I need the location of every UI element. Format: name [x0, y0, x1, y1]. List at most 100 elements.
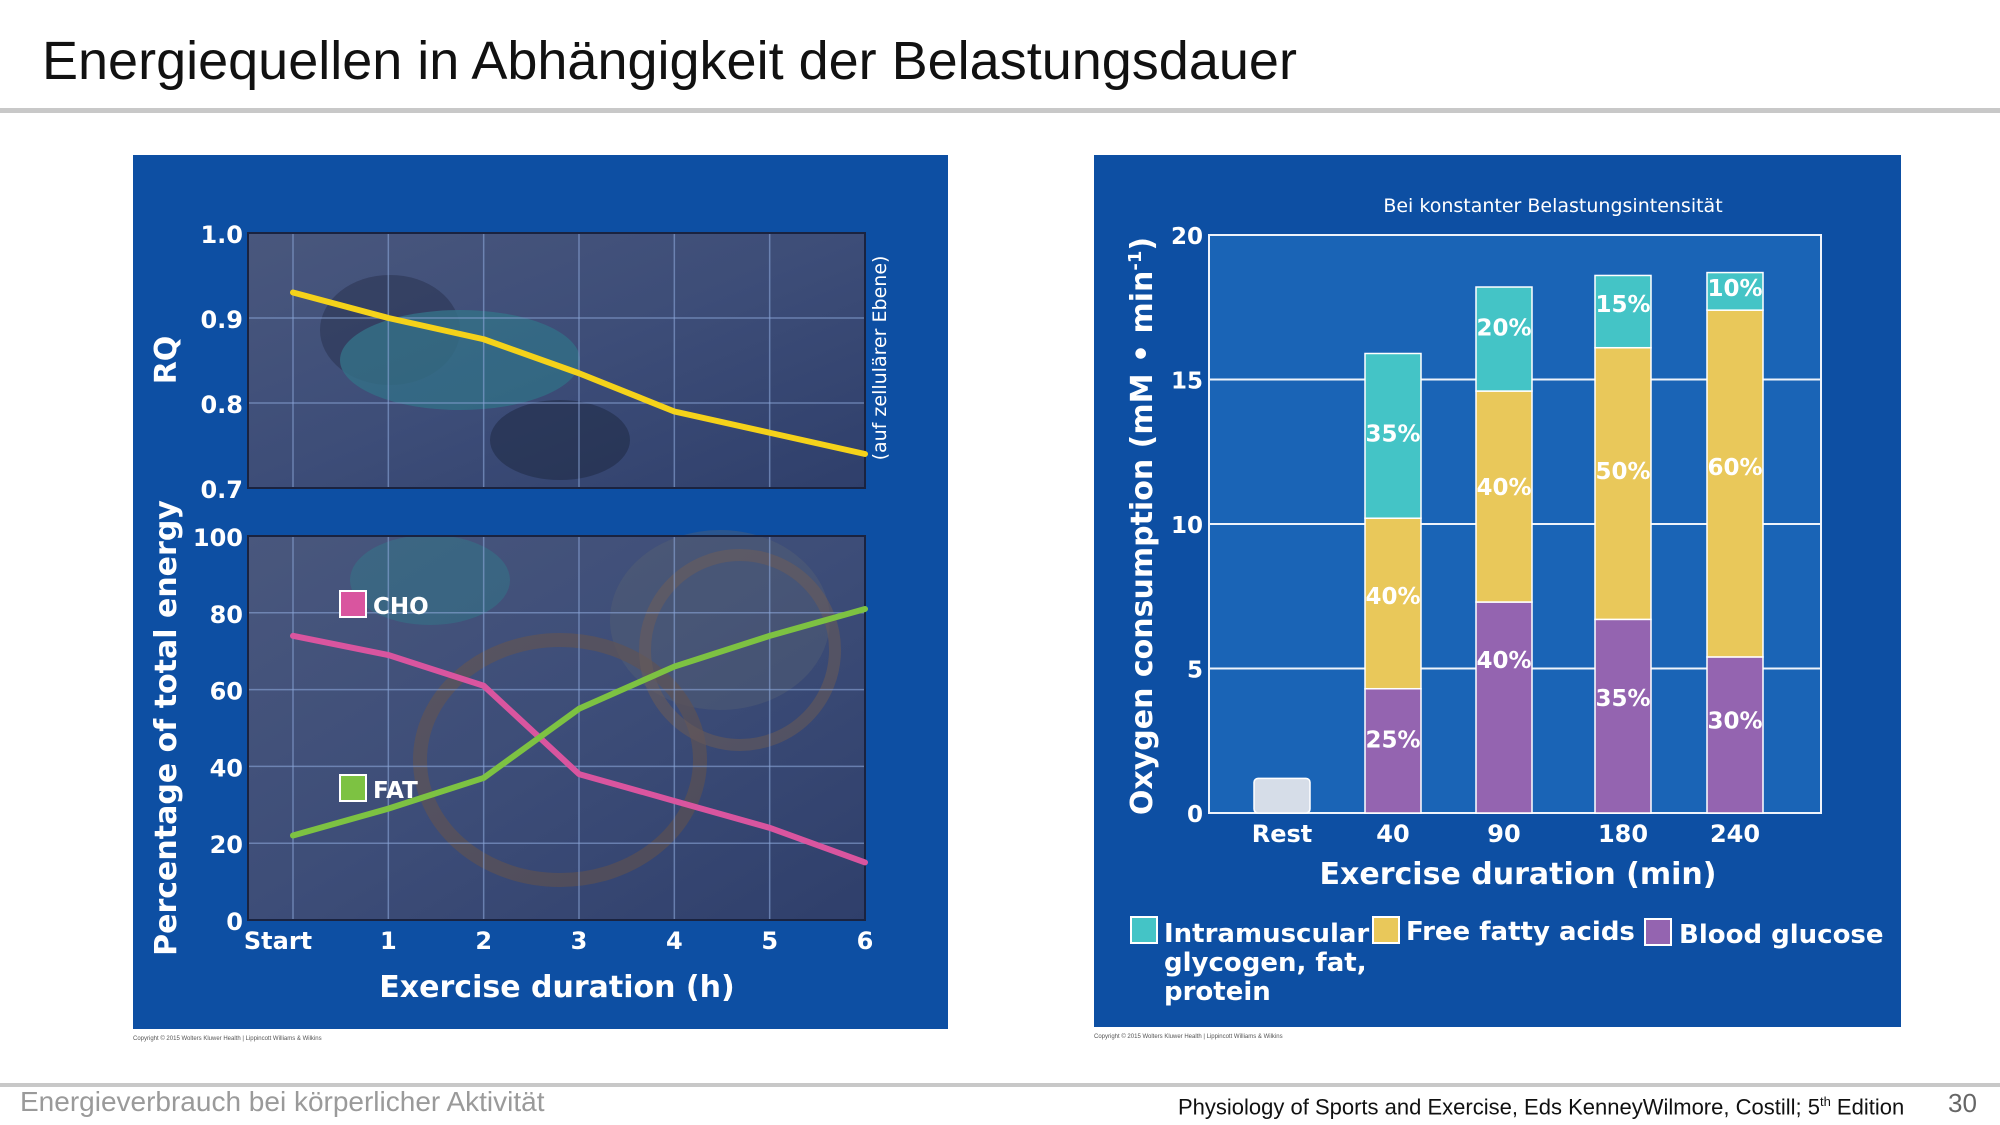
left-figure: 1.0 0.9 0.8 0.7 100 80 60 40 20 0 Start 1 2 3 4 5 6 RQ… [133, 155, 948, 1029]
footer-reference: Physiology of Sports and Exercise, Eds K… [1178, 1094, 1904, 1120]
legend-label-intramuscular-2: glycogen, fat, [1164, 948, 1367, 978]
bar-segment-label: 60% [1707, 455, 1762, 481]
bar-x-tick-label: 180 [1598, 820, 1648, 848]
bar-y-axis-label-sup: -1 [1125, 251, 1146, 271]
bar-y-tick-label: 15 [1171, 369, 1203, 395]
energy-y-ticks: 100 80 60 40 20 0 [193, 524, 243, 936]
legend-glucose: Blood glucose [1644, 918, 1884, 950]
rq-y-tick-label: 0.7 [200, 476, 243, 504]
bar-y-ticks: 20 15 10 5 0 [1171, 224, 1203, 828]
rq-y-tick-label: 0.8 [200, 391, 243, 419]
energy-x-axis-label: Exercise duration (h) [379, 970, 734, 1005]
title-divider [0, 108, 2000, 113]
legend-label-ffa: Free fatty acids [1406, 917, 1635, 947]
legend-label-intramuscular-1: Intramuscular [1164, 919, 1369, 949]
energy-x-tick-label: 2 [475, 927, 492, 955]
bar-x-axis-label: Exercise duration (min) [1320, 857, 1717, 892]
fat-legend-swatch [339, 774, 367, 802]
bar-segment [1706, 271, 1764, 311]
footer-section-label: Energieverbrauch bei körperlicher Aktivi… [20, 1086, 545, 1117]
bar-y-tick-label: 5 [1187, 658, 1203, 684]
bar-segment [1475, 601, 1533, 814]
slide-title: Energiequellen in Abhängigkeit der Belas… [42, 31, 1297, 91]
bar-segment [1475, 286, 1533, 392]
legend-ffa: Free fatty acids [1372, 916, 1635, 947]
bar-x-ticks: Rest 40 90 180 240 [1252, 820, 1760, 848]
bar-series: 25% 40% 35% 40% 40% 20% 35% 50% 15% 30% 60% 10% [1253, 271, 1764, 814]
bar-segment-label: 30% [1707, 708, 1762, 734]
energy-x-tick-label: 5 [761, 927, 778, 955]
cho-legend-label: CHO [373, 594, 429, 620]
energy-y-tick-label: 60 [210, 678, 243, 706]
legend-intramuscular: Intramuscular glycogen, fat, protein [1130, 916, 1369, 1007]
bar-segment [1706, 309, 1764, 658]
bar-y-axis-label-main: Oxygen consumption (mM • min [1125, 271, 1160, 816]
page-number: 30 [1948, 1088, 1977, 1118]
legend-swatch-glucose [1644, 918, 1672, 946]
legend-swatch-intramuscular [1130, 916, 1158, 944]
rq-y-tick-label: 1.0 [200, 221, 243, 249]
bar-x-tick-label: 240 [1710, 820, 1760, 848]
energy-x-tick-label: 1 [380, 927, 397, 955]
bar-y-tick-label: 0 [1187, 802, 1203, 828]
energy-x-tick-label: 3 [571, 927, 588, 955]
rq-y-axis-label: RQ [149, 336, 184, 385]
energy-x-ticks: Start 1 2 3 4 5 6 [244, 927, 873, 955]
bar-segment-label: 40% [1476, 475, 1531, 501]
cyclist-photo [320, 275, 841, 887]
rq-y-tick-label: 0.9 [200, 306, 243, 334]
bar-chart-title: Bei konstanter Belastungsintensität [1383, 195, 1722, 217]
bar-segment [1475, 390, 1533, 603]
fat-line [290, 605, 868, 839]
bar-segment-label: 10% [1707, 276, 1762, 302]
bar-x-tick-label: 90 [1487, 820, 1520, 848]
energy-y-tick-label: 40 [210, 754, 243, 782]
bar-segment [1594, 274, 1652, 349]
bar-segment [1706, 656, 1764, 814]
energy-series [290, 605, 868, 866]
bar-segment [1594, 618, 1652, 814]
cho-legend-swatch [339, 590, 367, 618]
bar-y-axis-label: Oxygen consumption (mM • min-1) [1125, 237, 1160, 815]
cho-line [290, 632, 868, 866]
bar-y-tick-label: 10 [1171, 513, 1203, 539]
energy-x-tick-label: Start [244, 927, 312, 955]
energy-y-axis-label: Percentage of total energy [149, 500, 184, 956]
rq-y-ticks: 1.0 0.9 0.8 0.7 [200, 221, 243, 504]
energy-x-tick-label: 4 [666, 927, 683, 955]
bar-x-tick-label: 40 [1376, 820, 1409, 848]
left-copyright: Copyright © 2015 Wolters Kluwer Health |… [133, 1036, 322, 1042]
rq-series [290, 289, 868, 457]
bar-y-tick-label: 20 [1171, 224, 1203, 250]
bar-segment-label: 35% [1595, 686, 1650, 712]
bar-segment [1364, 352, 1422, 519]
bar-segment-label: 15% [1595, 292, 1650, 318]
bar-rest [1253, 777, 1311, 814]
legend-label-intramuscular-3: protein [1164, 977, 1271, 1007]
bar-y-axis-label-close: ) [1125, 237, 1160, 251]
energy-y-tick-label: 0 [226, 908, 243, 936]
bar-segment-label: 35% [1365, 422, 1420, 448]
energy-y-tick-label: 100 [193, 524, 243, 552]
footer-reference-tail: Edition [1830, 1094, 1905, 1120]
fat-legend-label: FAT [373, 778, 418, 804]
bar-segment-label: 40% [1365, 584, 1420, 610]
footer-divider [0, 1083, 2000, 1087]
legend-swatch-ffa [1372, 916, 1400, 944]
footer-reference-main: Physiology of Sports and Exercise, Eds K… [1178, 1094, 1820, 1120]
bar-segment-label: 40% [1476, 648, 1531, 674]
rq-annotation: (auf zellulärer Ebene) [869, 256, 891, 461]
footer-reference-sup: th [1819, 1094, 1831, 1109]
energy-y-tick-label: 80 [210, 601, 243, 629]
rq-line [290, 289, 868, 457]
legend-label-glucose: Blood glucose [1679, 920, 1884, 950]
bar-segment-label: 25% [1365, 727, 1420, 753]
energy-y-tick-label: 20 [210, 831, 243, 859]
bar-segment [1594, 346, 1652, 621]
bar-segment-label: 50% [1595, 459, 1650, 485]
bar-segment [1364, 687, 1422, 814]
energy-x-tick-label: 6 [857, 927, 874, 955]
right-copyright: Copyright © 2015 Wolters Kluwer Health |… [1094, 1034, 1283, 1040]
